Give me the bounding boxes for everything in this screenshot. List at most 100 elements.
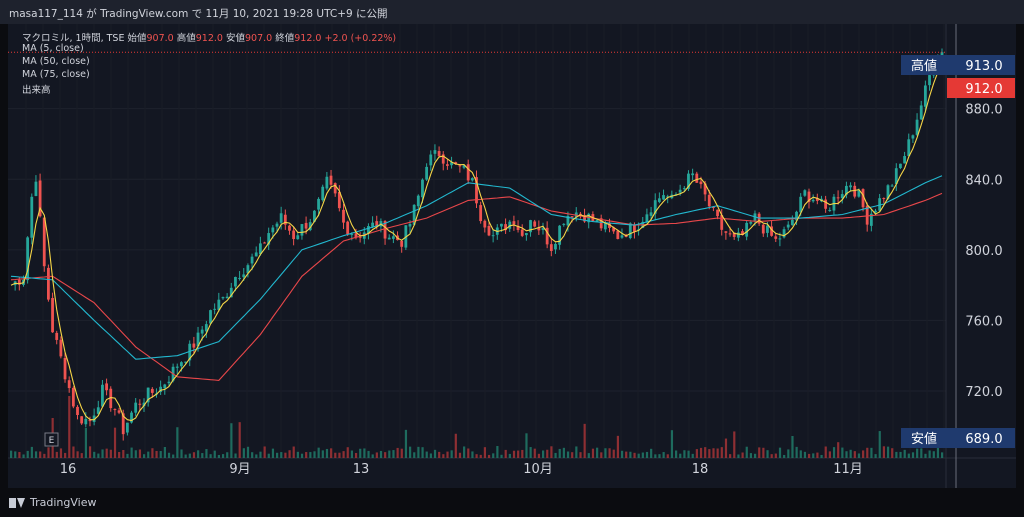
candle-body	[101, 384, 104, 407]
candle-body	[296, 235, 300, 240]
volume-bar	[729, 454, 732, 458]
candle-body	[865, 205, 869, 225]
candle-body	[288, 225, 291, 231]
volume-bar	[409, 446, 412, 458]
candle-body	[741, 231, 744, 236]
volume-bar	[109, 449, 112, 458]
volume-bar	[591, 448, 595, 458]
candle-body	[712, 206, 715, 208]
volume-bar	[80, 453, 83, 458]
volume-bar	[292, 446, 295, 458]
current-price-tag: 912.0	[947, 78, 1015, 98]
candle-body	[691, 173, 695, 176]
volume-bar	[737, 454, 740, 458]
candle-body	[549, 244, 553, 252]
volume-bar	[467, 448, 470, 458]
y-tick-label: 800.0	[965, 244, 1002, 259]
volume-bar	[251, 452, 254, 458]
candle-body	[558, 225, 562, 245]
legend-ma75[interactable]: MA (75, close)	[22, 69, 90, 80]
volume-bar	[346, 447, 349, 458]
candle-body	[225, 296, 229, 299]
low-price-tag: 安値 689.0	[901, 428, 1015, 448]
legend-low-value: 907.0	[245, 33, 273, 44]
volume-bar	[30, 446, 33, 458]
brand[interactable]: TradingView	[9, 496, 96, 509]
volume-bar	[487, 454, 491, 458]
candle-body	[192, 343, 196, 348]
candle-body	[175, 366, 179, 368]
candle-body	[545, 227, 549, 245]
candle-body	[886, 185, 890, 199]
candle-body	[412, 204, 416, 225]
candle-body	[34, 181, 38, 196]
volume-bar	[172, 454, 175, 458]
volume-bar	[679, 453, 682, 458]
candle-body	[919, 105, 923, 120]
volume-bar	[226, 452, 229, 458]
legend-ma50[interactable]: MA (50, close)	[22, 56, 90, 67]
volume-bar	[753, 453, 757, 458]
candle-body	[217, 299, 221, 310]
volume-bar	[758, 447, 761, 458]
legend-ma5[interactable]: MA (5, close)	[22, 43, 84, 54]
volume-bar	[537, 453, 541, 458]
candle-body	[749, 222, 753, 224]
volume-bar	[59, 448, 63, 458]
volume-bar	[600, 452, 603, 458]
candle-body	[928, 75, 931, 86]
candle-body	[616, 230, 620, 239]
x-tick-label: 9月	[229, 462, 250, 477]
volume-bar	[712, 448, 715, 458]
volume-bar	[267, 453, 270, 458]
candle-body	[337, 192, 341, 209]
volume-bar	[837, 442, 840, 458]
volume-bar	[126, 453, 129, 458]
volume-bar	[724, 438, 728, 458]
volume-bar	[691, 453, 694, 458]
y-tick-label: 720.0	[965, 385, 1002, 400]
volume-bar	[97, 453, 100, 458]
candle-body	[26, 237, 30, 281]
candle-body	[512, 221, 516, 225]
candle-body	[333, 183, 337, 194]
volume-bar	[404, 429, 408, 458]
candle-body	[130, 412, 133, 423]
volume-bar	[803, 451, 807, 458]
chart-background	[8, 24, 1016, 488]
candle-body	[213, 308, 217, 310]
price-chart[interactable]: 720.0 760.0 800.0 840.0 880.0 16 9月 13 10月 18 11月 E…	[8, 24, 1016, 488]
candle-body	[736, 232, 740, 238]
volume-bar	[550, 446, 553, 458]
volume-bar	[105, 448, 108, 458]
chart-frame[interactable]: 720.0 760.0 800.0 840.0 880.0 16 9月 13 10月 18 11月 E…	[8, 24, 1016, 488]
candle-body	[391, 236, 395, 239]
volume-bar	[654, 454, 657, 458]
candle-body	[628, 223, 632, 239]
candle-body	[229, 287, 233, 298]
candle-body	[105, 383, 108, 391]
ma75-line	[10, 192, 943, 381]
candle-body	[221, 297, 225, 299]
legend-volume[interactable]: 出来高	[22, 85, 51, 96]
volume-bar	[620, 450, 624, 458]
volume-bar	[857, 453, 861, 458]
volume-bar	[778, 447, 782, 458]
volume-bar	[558, 448, 561, 458]
volume-bar	[354, 452, 358, 458]
volume-bar	[587, 453, 590, 458]
candle-body	[491, 235, 495, 237]
volume-bar	[167, 452, 171, 458]
candle-body	[317, 198, 320, 210]
volume-bar	[521, 449, 524, 458]
legend-open-label: 始値	[127, 33, 147, 44]
candle-body	[47, 267, 50, 300]
volume-bar	[670, 430, 674, 458]
volume-bar	[263, 446, 266, 458]
volume-bar	[450, 450, 453, 458]
volume-bar	[882, 446, 886, 458]
high-price-tag-label-box	[901, 55, 948, 75]
volume-bar	[176, 427, 179, 458]
volume-bar	[197, 450, 200, 458]
volume-series	[10, 396, 944, 458]
